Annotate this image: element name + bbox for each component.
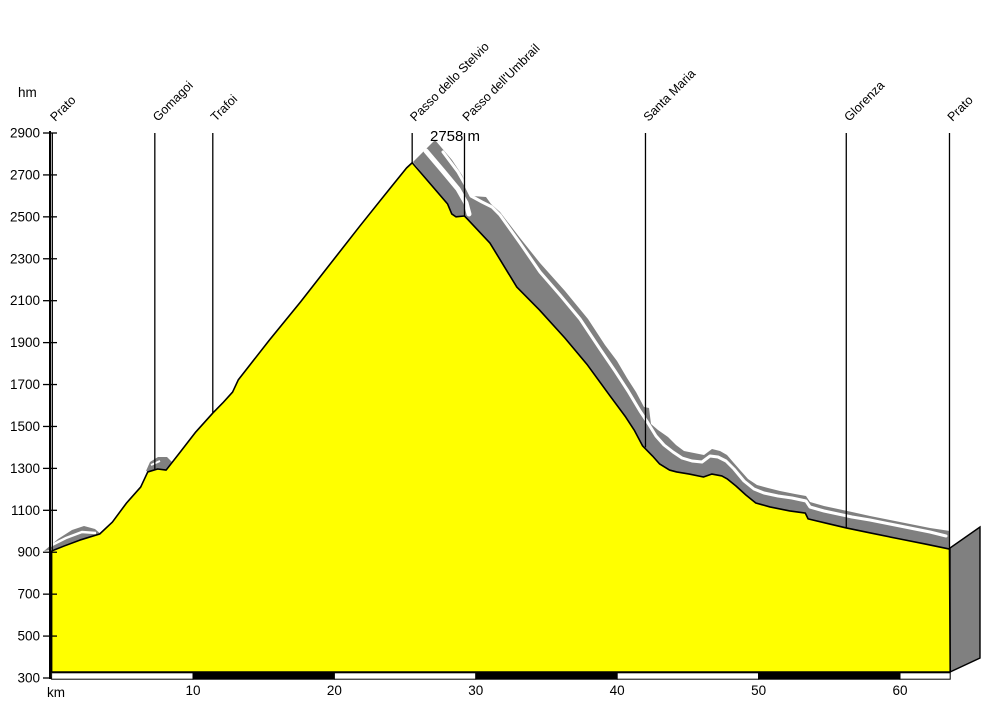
gomagoi-road-patch [146, 457, 173, 472]
y-tick-label-2500: 2500 [10, 209, 40, 224]
y-tick-label-2100: 2100 [10, 293, 40, 308]
y-tick-label-1100: 1100 [11, 503, 40, 518]
x-tick-label-10: 10 [185, 683, 200, 698]
y-tick-label-300: 300 [17, 671, 40, 686]
marker-label-5: Santa Maria [641, 67, 699, 125]
y-tick-label-700: 700 [17, 587, 40, 602]
x-tick-label-20: 20 [327, 683, 342, 698]
gomagoi-road-centerline [150, 460, 161, 466]
marker-label-1: Gomagoi [150, 78, 196, 124]
y-tick-label-500: 500 [17, 629, 40, 644]
y-tick-label-1500: 1500 [10, 419, 40, 434]
km-scale-segment-3 [475, 672, 618, 680]
marker-label-0: Prato [48, 93, 79, 124]
km-scale-segment-6 [899, 672, 951, 680]
x-tick-label-60: 60 [892, 683, 907, 698]
marker-label-7: Prato [945, 93, 976, 124]
road-band-centerline [441, 150, 948, 538]
y-tick-label-1900: 1900 [10, 335, 40, 350]
km-scale-segment-4 [616, 672, 760, 680]
km-scale-segment-5 [758, 672, 901, 680]
y-tick-label-1700: 1700 [10, 377, 40, 392]
start-road-centerline [49, 530, 97, 548]
road-band [413, 140, 950, 549]
y-tick-label-900: 900 [17, 545, 40, 560]
x-axis-unit-label: km [47, 685, 65, 700]
y-tick-label-2900: 2900 [10, 126, 40, 141]
km-scale-segment-1 [192, 672, 335, 680]
road-band-gap [423, 148, 472, 217]
y-tick-label-1300: 1300 [10, 461, 40, 476]
marker-label-2: Trafoi [208, 92, 240, 124]
elevation-area [50, 161, 951, 673]
y-tick-label-2700: 2700 [10, 167, 40, 182]
marker-label-6: Glorenza [841, 78, 887, 124]
profile-endcap-3d [949, 525, 981, 674]
y-tick-label-2300: 2300 [10, 251, 40, 266]
x-tick-label-50: 50 [751, 683, 766, 698]
y-axis-unit-label: hm [18, 85, 37, 100]
x-tick-label-30: 30 [468, 683, 483, 698]
km-scale-segment-2 [333, 672, 477, 680]
x-tick-label-40: 40 [610, 683, 625, 698]
generated-chart-layers: Prato Gomagoi Trafoi Passo dello StelvioPas… [10, 40, 981, 698]
peak-elevation-label: 2758 m [430, 128, 480, 145]
km-scale-segment-0 [51, 672, 194, 680]
